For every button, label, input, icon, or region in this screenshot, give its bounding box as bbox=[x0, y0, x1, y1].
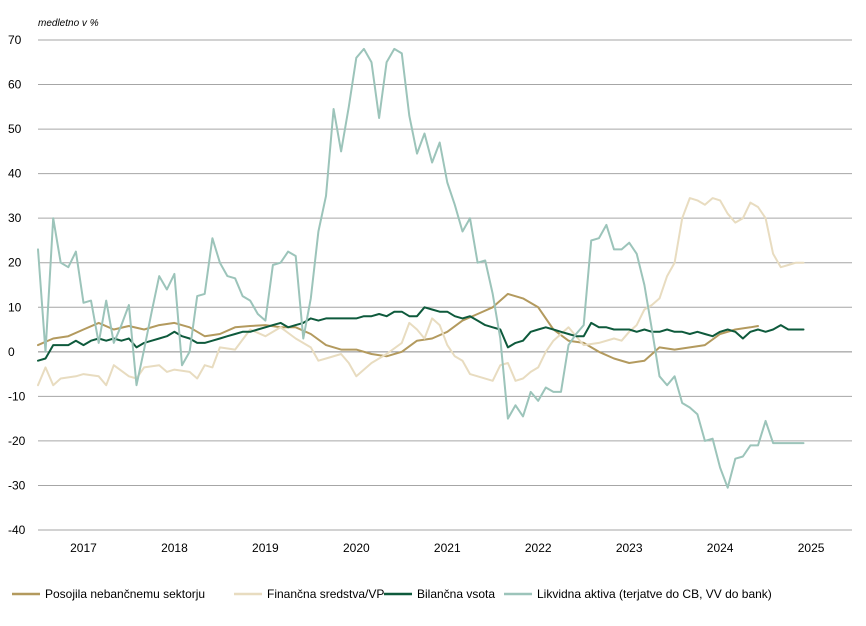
legend-label: Finančna sredstva/VP bbox=[267, 587, 384, 601]
gridlines bbox=[38, 39, 852, 531]
legend-label: Likvidna aktiva (terjatve do CB, VV do b… bbox=[537, 587, 772, 601]
y-tick-label: 40 bbox=[8, 167, 22, 181]
series-line-3 bbox=[37, 306, 805, 362]
x-tick-label: 2025 bbox=[798, 541, 825, 555]
y-tick-label: 30 bbox=[8, 211, 22, 225]
y-tick-label: -40 bbox=[8, 523, 26, 537]
y-tick-label: 50 bbox=[8, 122, 22, 136]
x-tick-label: 2017 bbox=[70, 541, 97, 555]
x-tick-label: 2018 bbox=[161, 541, 188, 555]
x-tick-label: 2020 bbox=[343, 541, 370, 555]
y-tick-label: 0 bbox=[8, 345, 15, 359]
legend: Posojila nebančnemu sektorju Finančna sre… bbox=[12, 587, 772, 601]
y-tick-label: 60 bbox=[8, 78, 22, 92]
axes: 70 60 50 40 30 20 10 0 -10 -20 -30 -40 2017 2018 2019 2… bbox=[8, 33, 825, 555]
y-tick-label: -20 bbox=[8, 434, 26, 448]
x-tick-label: 2021 bbox=[434, 541, 461, 555]
x-tick-label: 2024 bbox=[707, 541, 734, 555]
legend-label: Bilančna vsota bbox=[417, 587, 495, 601]
x-tick-label: 2023 bbox=[616, 541, 643, 555]
x-tick-label: 2022 bbox=[525, 541, 552, 555]
y-tick-label: 20 bbox=[8, 256, 22, 270]
x-tick-label: 2019 bbox=[252, 541, 279, 555]
y-tick-label: -30 bbox=[8, 478, 26, 492]
y-axis-unit-label: medletno v % bbox=[38, 18, 99, 29]
y-tick-label: -10 bbox=[8, 389, 26, 403]
legend-label: Posojila nebančnemu sektorju bbox=[45, 587, 205, 601]
y-tick-label: 70 bbox=[8, 33, 22, 47]
series-line-1 bbox=[37, 292, 759, 364]
y-tick-label: 10 bbox=[8, 300, 22, 314]
series-lines bbox=[37, 47, 805, 489]
series-line-2 bbox=[37, 197, 805, 387]
series-line-4 bbox=[37, 47, 805, 489]
